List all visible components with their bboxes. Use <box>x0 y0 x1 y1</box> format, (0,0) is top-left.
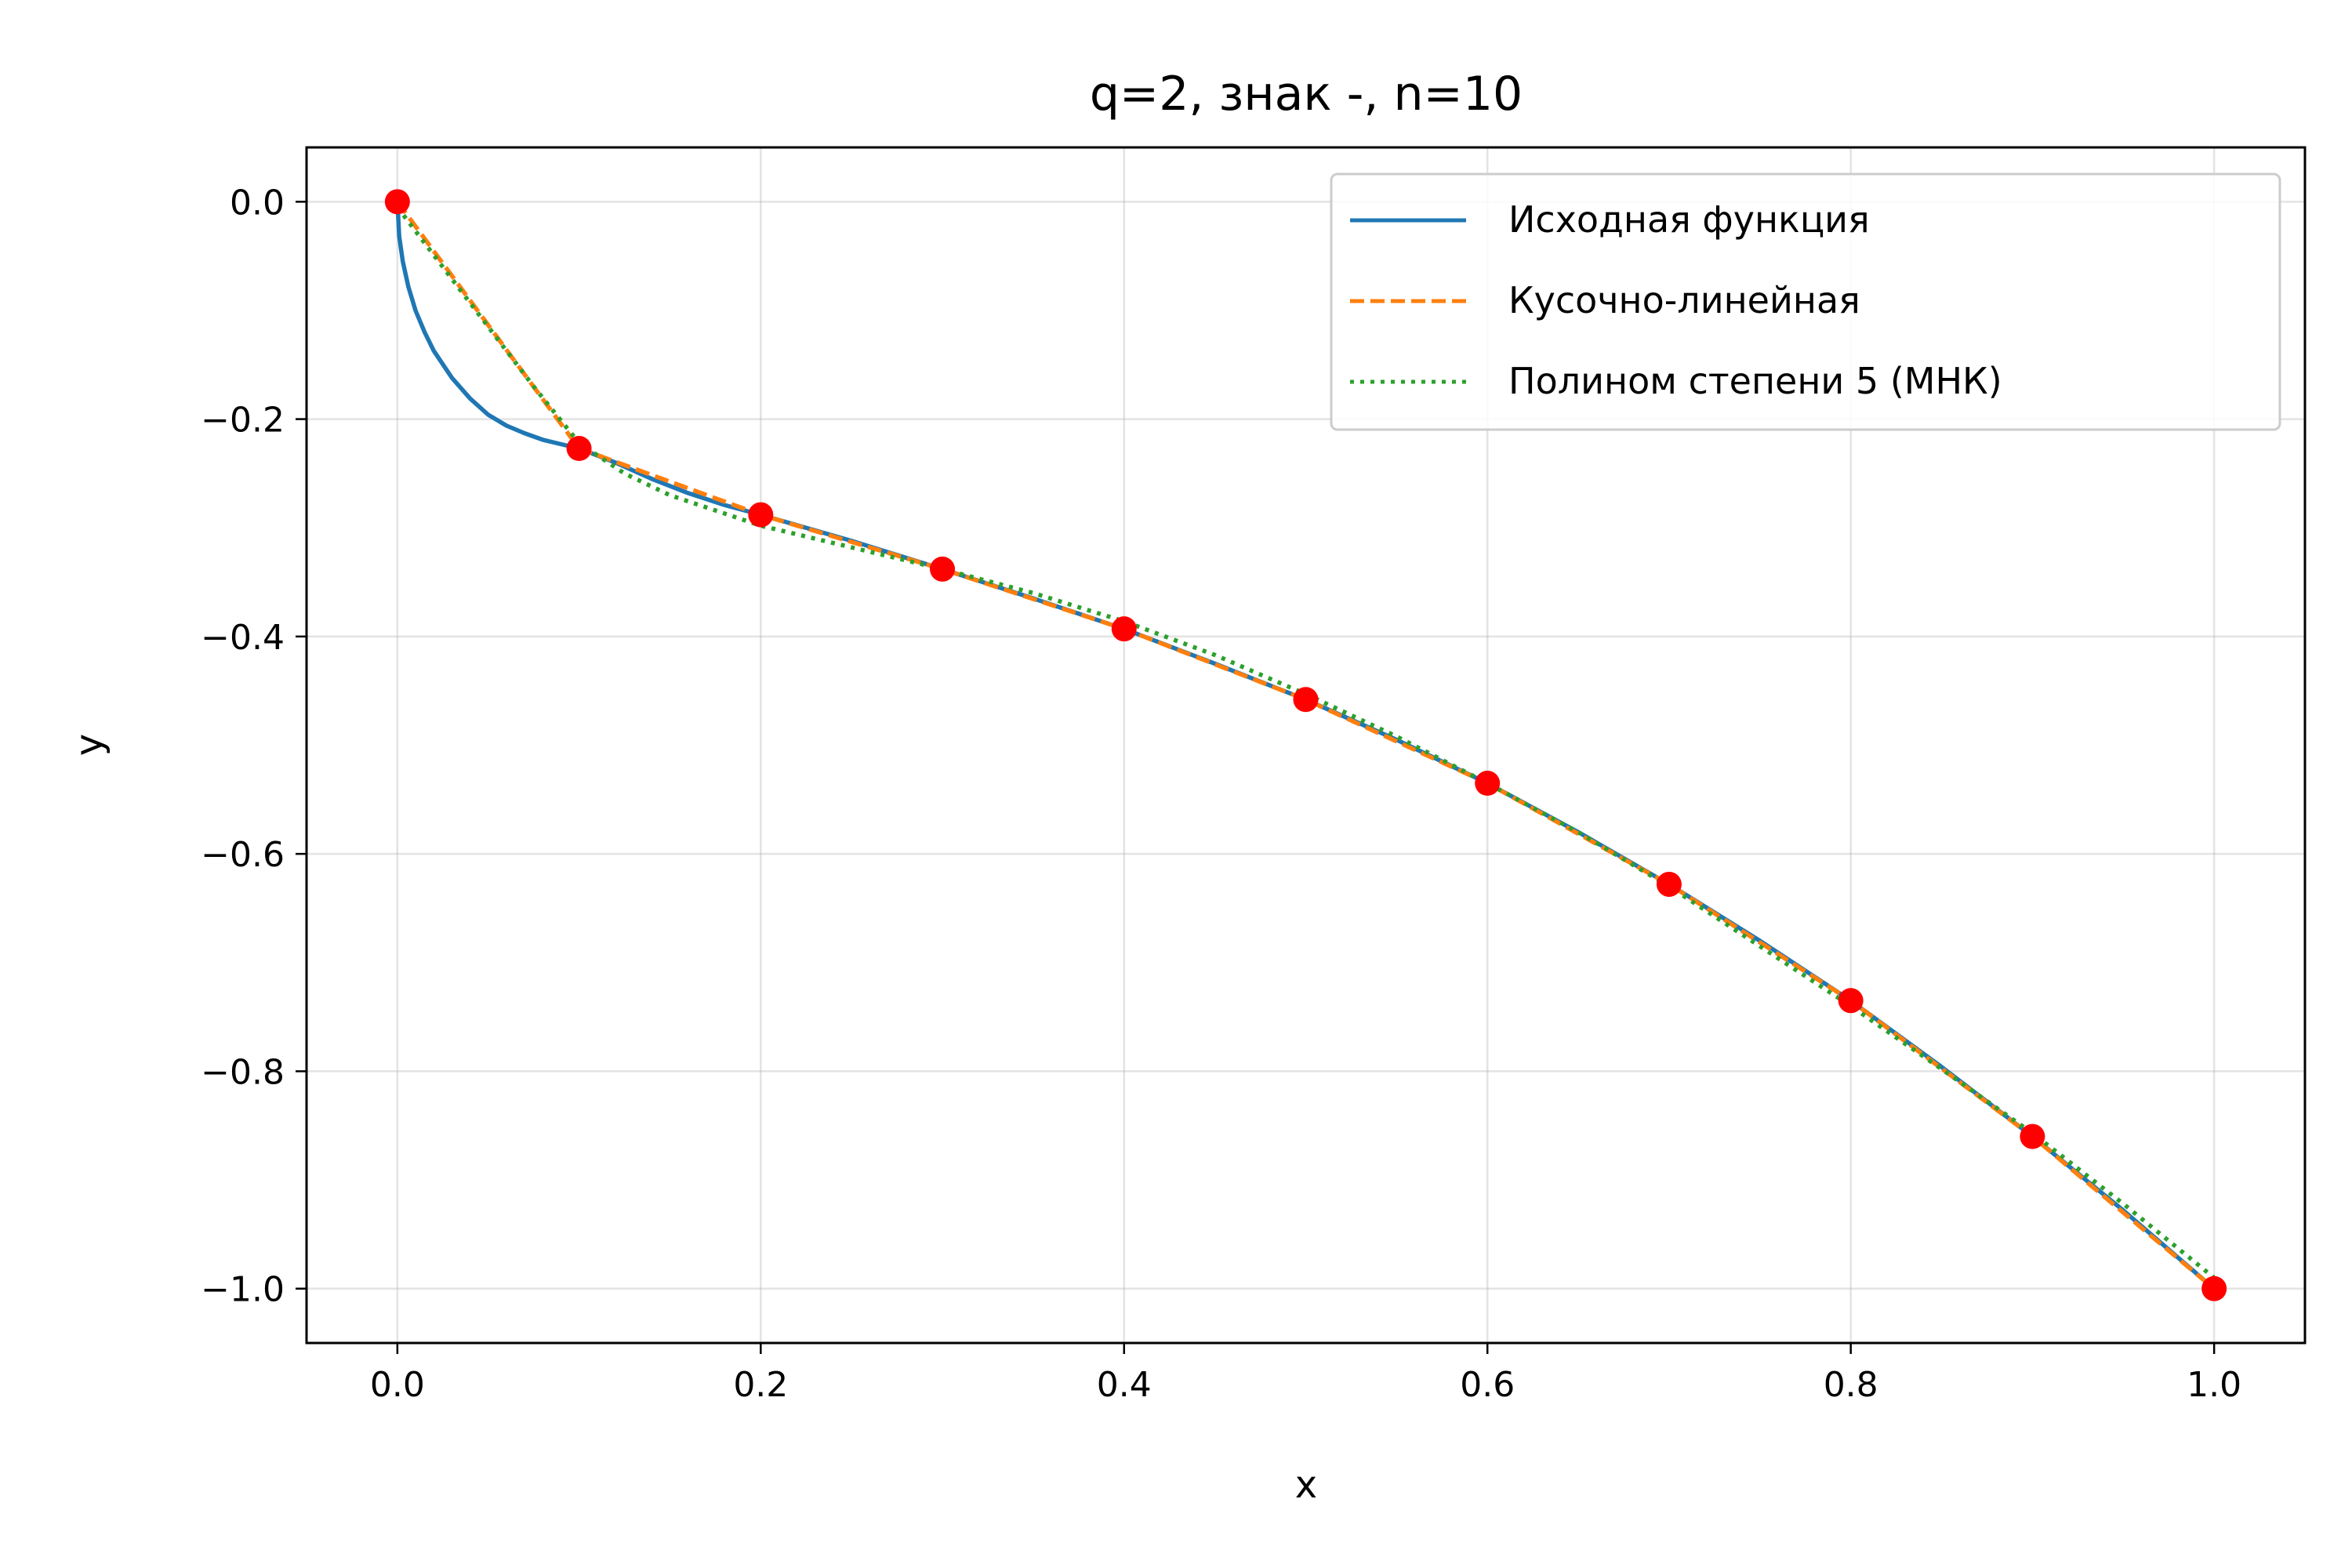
y-axis-label: y <box>67 734 111 756</box>
legend-label-piecewise: Кусочно-линейная <box>1508 279 1860 321</box>
node-point <box>1475 771 1501 797</box>
legend-label-polynomial: Полином степени 5 (МНК) <box>1508 360 2002 402</box>
y-tick-label: −0.4 <box>201 618 285 658</box>
y-tick-label: −0.2 <box>201 401 285 441</box>
x-axis-label: x <box>1295 1463 1317 1507</box>
node-point <box>1656 871 1682 897</box>
x-tick-label: 0.2 <box>733 1365 788 1405</box>
node-point <box>748 502 774 528</box>
polynomial-fit-line <box>395 205 2216 1279</box>
x-tick-label: 0.4 <box>1097 1365 1152 1405</box>
legend: Исходная функция Кусочно-линейная Полино… <box>1330 172 2281 431</box>
x-tick-label: 0.8 <box>1824 1365 1878 1405</box>
node-point <box>2020 1123 2045 1149</box>
node-point <box>2201 1276 2227 1301</box>
y-tick-label: −0.6 <box>201 835 285 875</box>
piecewise-linear-line <box>395 200 2216 1290</box>
plot-frame <box>305 146 2307 1345</box>
y-axis: 0.0 −0.2 −0.4 −0.6 −0.8 −1.0 <box>201 183 307 1310</box>
x-tick-label: 0.0 <box>370 1365 425 1405</box>
legend-label-original: Исходная функция <box>1508 198 1870 241</box>
node-point <box>1111 616 1137 642</box>
legend-box <box>1330 172 2281 431</box>
y-tick-label: −1.0 <box>201 1270 285 1310</box>
node-point <box>384 189 410 215</box>
node-point <box>1293 687 1319 713</box>
node-point <box>566 436 592 462</box>
chart-title: q=2, знак -, n=10 <box>1090 67 1523 122</box>
node-point <box>930 556 956 582</box>
y-tick-label: −0.8 <box>201 1052 285 1092</box>
series-layer <box>384 189 2227 1301</box>
x-axis: 0.0 0.2 0.4 0.6 0.8 1.0 <box>370 1343 2241 1405</box>
y-tick-label: 0.0 <box>230 183 285 223</box>
node-point <box>1838 988 1864 1014</box>
x-tick-label: 0.6 <box>1460 1365 1515 1405</box>
x-tick-label: 1.0 <box>2187 1365 2241 1405</box>
